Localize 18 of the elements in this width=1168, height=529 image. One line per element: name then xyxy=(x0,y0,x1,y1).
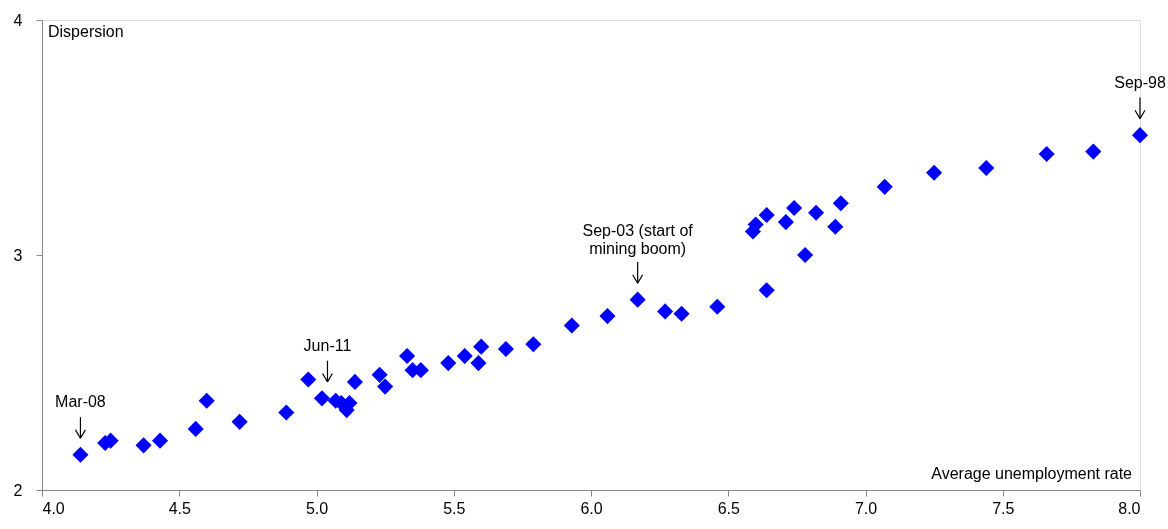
x-tick-label: 5.5 xyxy=(443,499,466,517)
y-tick-label: 3 xyxy=(13,246,23,264)
x-tick-label: 4.0 xyxy=(42,499,65,517)
x-tick-label: 5.0 xyxy=(305,499,329,517)
y-tick-label: 2 xyxy=(13,481,23,499)
x-tick-label: 6.0 xyxy=(580,499,603,517)
x-axis-title: Average unemployment rate xyxy=(931,465,1133,482)
y-axis-title: Dispersion xyxy=(48,23,124,40)
x-tick-label: 7.5 xyxy=(992,499,1015,517)
x-tick-label: 6.5 xyxy=(717,499,740,517)
y-tick-label: 4 xyxy=(13,11,23,29)
annotation: Sep-98 xyxy=(1114,73,1166,91)
annotation: Jun-11 xyxy=(303,336,352,354)
x-tick-label: 7.0 xyxy=(854,499,878,517)
x-tick-label: 4.5 xyxy=(168,499,191,517)
annotation: Sep-03 (start of mining boom) xyxy=(582,221,694,257)
annotation: Mar-08 xyxy=(55,393,106,411)
x-tick-label: 8.0 xyxy=(1118,499,1141,517)
